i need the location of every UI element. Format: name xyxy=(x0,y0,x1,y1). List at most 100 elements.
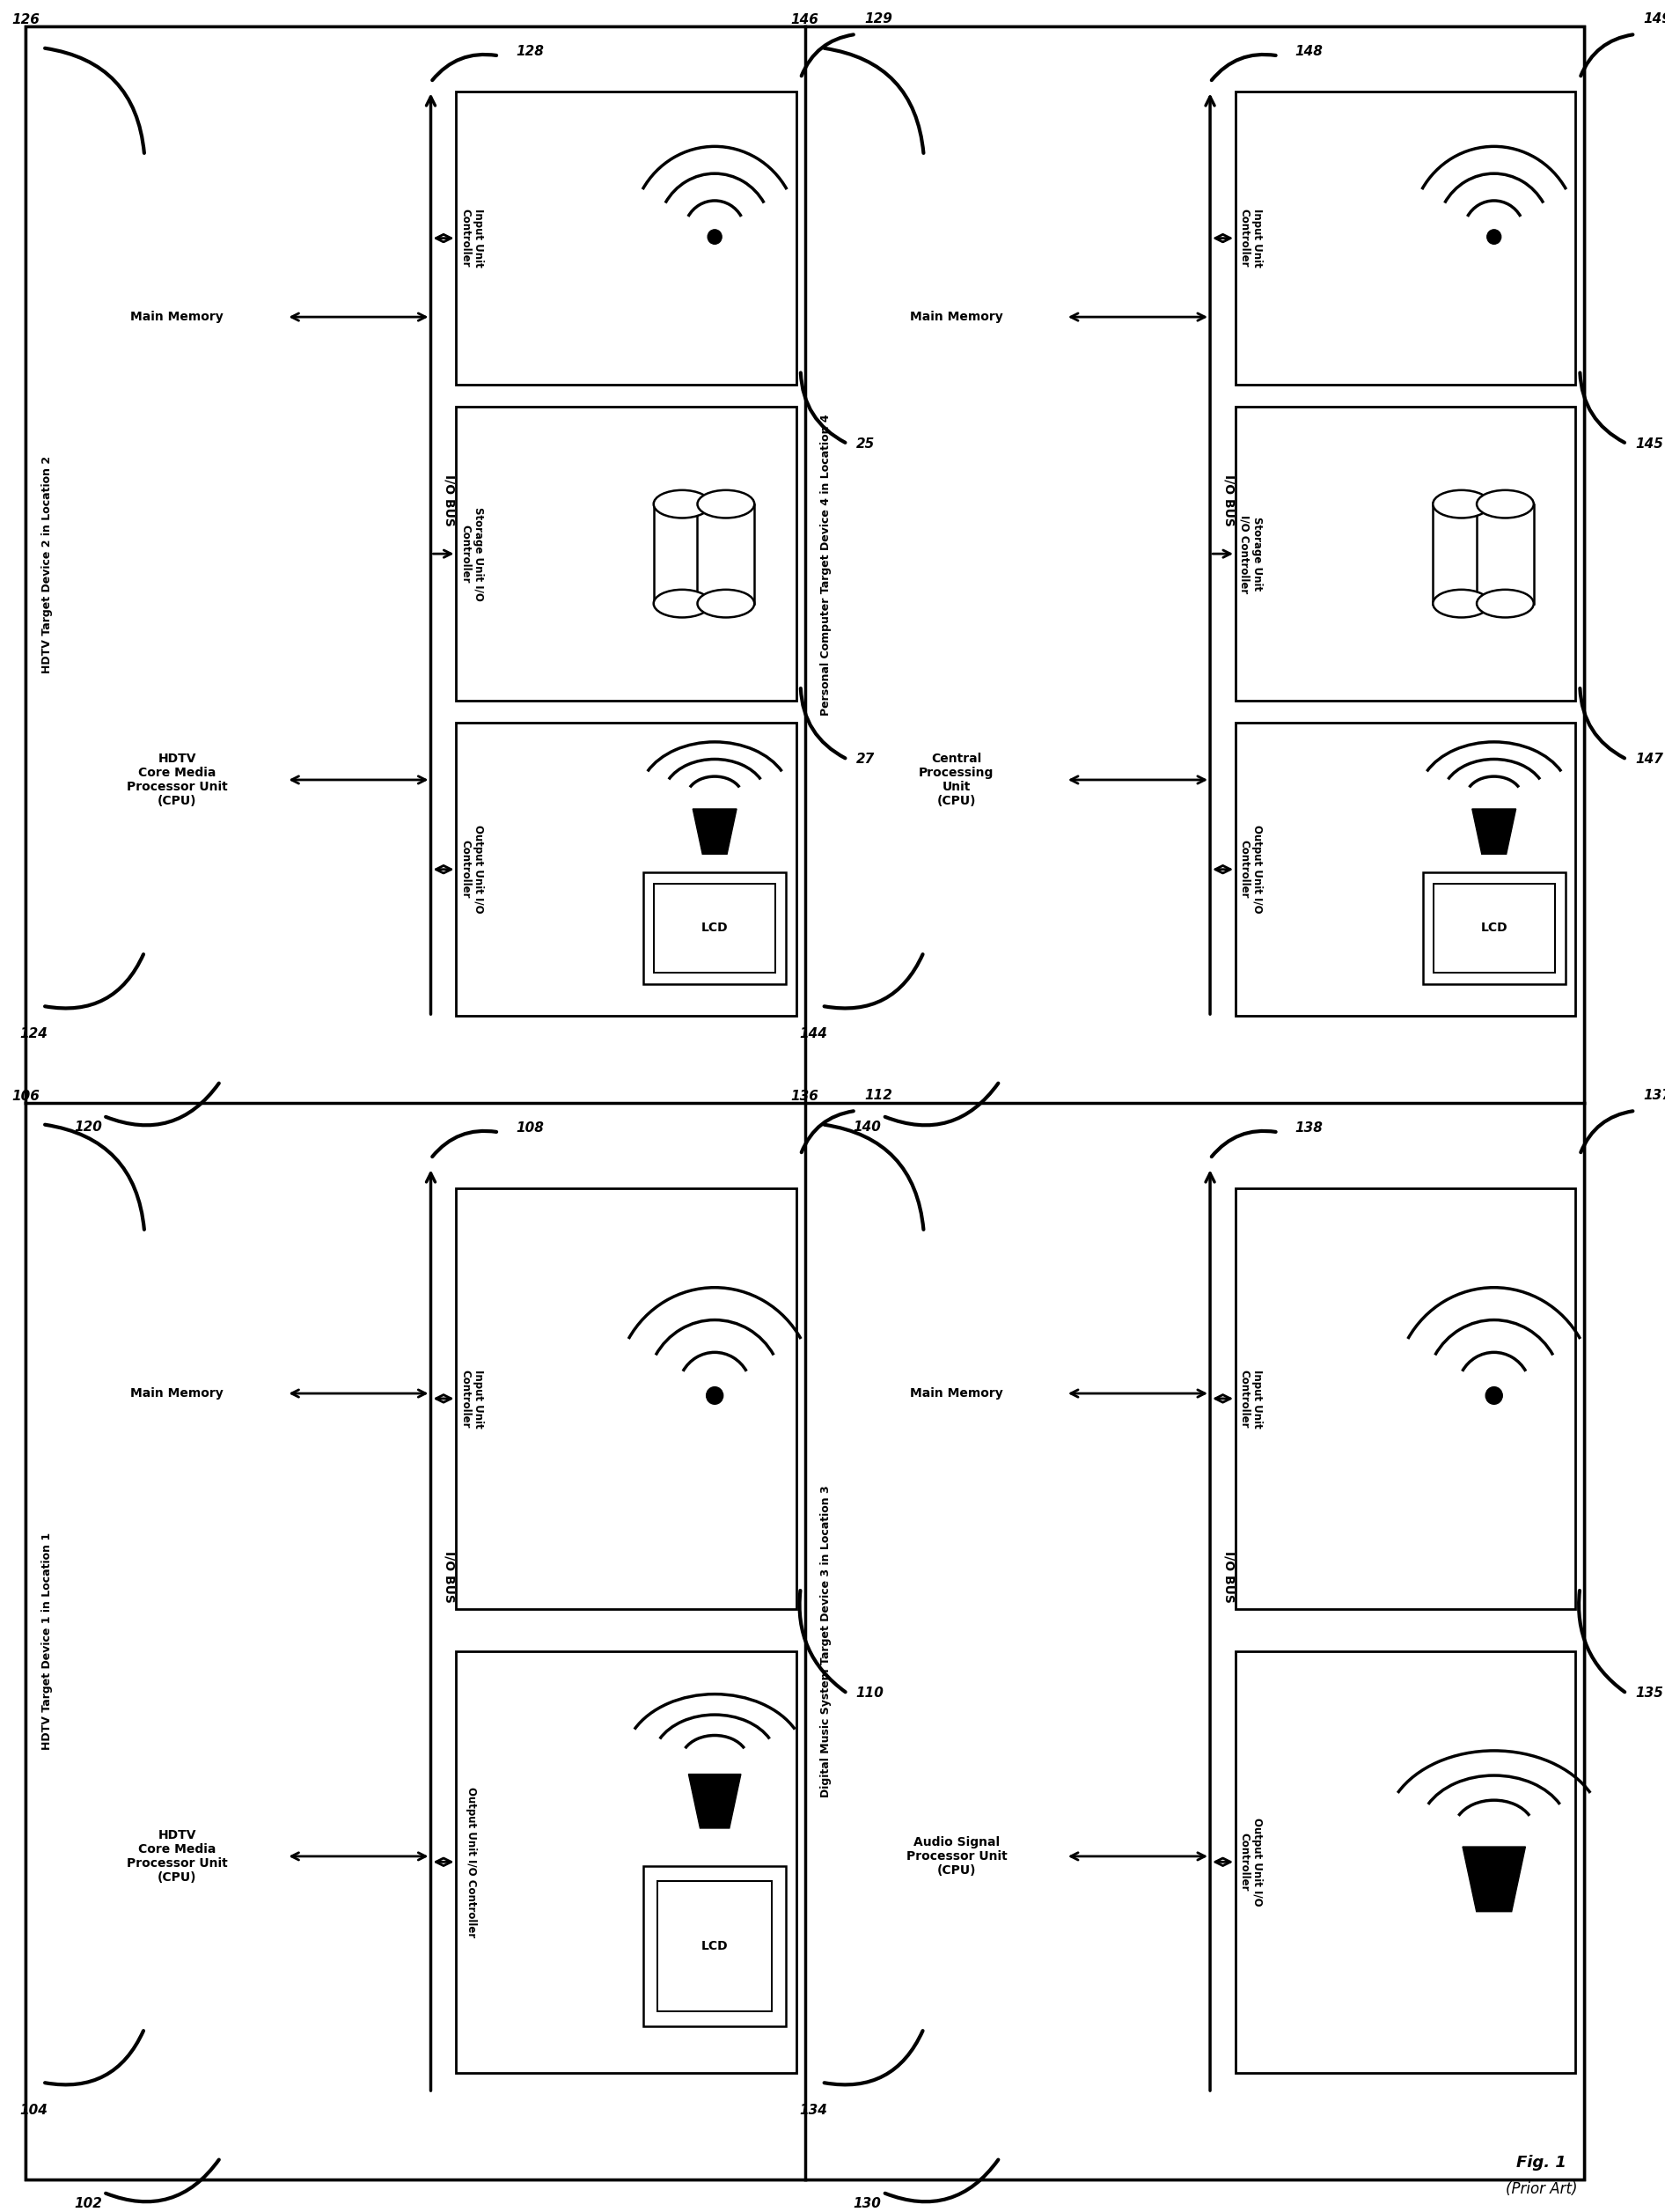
Bar xyxy=(847,1232,1066,1555)
Ellipse shape xyxy=(1434,491,1490,518)
Text: LCD: LCD xyxy=(1480,922,1507,933)
Bar xyxy=(804,27,1583,1104)
Text: 25: 25 xyxy=(856,438,874,451)
Ellipse shape xyxy=(698,591,754,617)
Text: I/O BUS: I/O BUS xyxy=(1222,473,1235,526)
Text: I/O BUS: I/O BUS xyxy=(443,473,456,526)
Ellipse shape xyxy=(1434,591,1490,617)
Bar xyxy=(1232,1146,1580,2115)
Text: I/O BUS: I/O BUS xyxy=(443,1551,456,1601)
Text: Input Unit
Controller: Input Unit Controller xyxy=(1239,208,1264,268)
Text: 136: 136 xyxy=(791,1091,819,1104)
Text: 147: 147 xyxy=(1635,752,1663,765)
Bar xyxy=(1235,1188,1575,1608)
Bar xyxy=(456,1652,796,2073)
Ellipse shape xyxy=(1477,491,1533,518)
Text: Main Memory: Main Memory xyxy=(911,312,1002,323)
Ellipse shape xyxy=(698,491,754,518)
Bar xyxy=(456,1188,796,1608)
Bar xyxy=(643,1867,786,2026)
Text: Storage Unit I/O
Controller: Storage Unit I/O Controller xyxy=(460,507,485,602)
Bar xyxy=(68,1683,286,2028)
Bar xyxy=(1235,91,1575,385)
Bar xyxy=(654,883,776,973)
Circle shape xyxy=(708,230,721,243)
Text: LCD: LCD xyxy=(701,1940,728,1953)
Text: Digital Music System Target Device 3 in Location 3: Digital Music System Target Device 3 in … xyxy=(821,1484,832,1796)
Text: Main Memory: Main Memory xyxy=(130,1387,223,1400)
Bar xyxy=(25,27,804,1104)
Text: Fig. 1: Fig. 1 xyxy=(1517,2154,1567,2170)
Bar xyxy=(847,1683,1066,2028)
Ellipse shape xyxy=(654,591,711,617)
Text: 102: 102 xyxy=(73,2197,102,2210)
Bar xyxy=(25,1104,804,2179)
Text: 124: 124 xyxy=(20,1026,48,1040)
Text: 112: 112 xyxy=(864,1088,892,1102)
Bar xyxy=(643,872,786,984)
Text: Input Unit
Controller: Input Unit Controller xyxy=(460,208,485,268)
Text: HDTV
Core Media
Processor Unit
(CPU): HDTV Core Media Processor Unit (CPU) xyxy=(127,1829,228,1885)
Text: 129: 129 xyxy=(864,13,892,27)
Text: 104: 104 xyxy=(20,2104,48,2117)
Bar xyxy=(68,608,286,951)
Text: Input Unit
Controller: Input Unit Controller xyxy=(460,1369,485,1429)
Text: 108: 108 xyxy=(516,1121,544,1135)
Bar xyxy=(654,504,711,604)
Polygon shape xyxy=(1472,810,1515,854)
Polygon shape xyxy=(1462,1847,1525,1911)
Polygon shape xyxy=(689,1774,741,1827)
Bar xyxy=(451,1146,801,2115)
Bar xyxy=(658,1880,773,2011)
Text: Input Unit
Controller: Input Unit Controller xyxy=(1239,1369,1264,1429)
Text: 126: 126 xyxy=(12,13,40,27)
Text: HDTV
Core Media
Processor Unit
(CPU): HDTV Core Media Processor Unit (CPU) xyxy=(127,752,228,807)
Text: 148: 148 xyxy=(1295,44,1324,58)
Bar xyxy=(68,1232,286,1555)
Bar xyxy=(456,91,796,385)
Text: HDTV Target Device 1 in Location 1: HDTV Target Device 1 in Location 1 xyxy=(42,1533,53,1750)
Text: Main Memory: Main Memory xyxy=(911,1387,1002,1400)
Text: Main Memory: Main Memory xyxy=(130,312,223,323)
Bar xyxy=(847,155,1066,478)
Text: Output Unit I/O
Controller: Output Unit I/O Controller xyxy=(1239,1818,1264,1907)
Text: LCD: LCD xyxy=(701,922,728,933)
Text: Audio Signal
Processor Unit
(CPU): Audio Signal Processor Unit (CPU) xyxy=(906,1836,1007,1876)
Text: Output Unit I/O Controller: Output Unit I/O Controller xyxy=(466,1787,478,1938)
Text: 128: 128 xyxy=(516,44,544,58)
Circle shape xyxy=(1487,230,1502,243)
Circle shape xyxy=(1485,1387,1502,1405)
Bar xyxy=(1477,504,1533,604)
Ellipse shape xyxy=(654,491,711,518)
Text: Output Unit I/O
Controller: Output Unit I/O Controller xyxy=(460,825,485,914)
Bar xyxy=(847,608,1066,951)
Text: Central
Processing
Unit
(CPU): Central Processing Unit (CPU) xyxy=(919,752,994,807)
Bar xyxy=(804,1104,1583,2179)
Bar xyxy=(1235,407,1575,701)
Text: 120: 120 xyxy=(73,1119,102,1133)
Text: 106: 106 xyxy=(12,1091,40,1104)
Bar xyxy=(1422,872,1565,984)
Bar xyxy=(1235,1652,1575,2073)
Bar xyxy=(698,504,754,604)
Bar xyxy=(1235,723,1575,1015)
Bar xyxy=(1232,69,1580,1037)
Text: 110: 110 xyxy=(856,1688,884,1701)
Text: 149: 149 xyxy=(1643,13,1665,27)
Text: 135: 135 xyxy=(1635,1688,1663,1701)
Text: 27: 27 xyxy=(856,752,874,765)
Bar xyxy=(68,155,286,478)
Text: 134: 134 xyxy=(799,2104,828,2117)
Text: 138: 138 xyxy=(1295,1121,1324,1135)
Text: Personal Computer Target Device 4 in Location 4: Personal Computer Target Device 4 in Loc… xyxy=(821,414,832,714)
Text: (Prior Art): (Prior Art) xyxy=(1505,2181,1577,2197)
Bar xyxy=(456,723,796,1015)
Bar xyxy=(456,407,796,701)
Text: I/O BUS: I/O BUS xyxy=(1222,1551,1235,1601)
Circle shape xyxy=(706,1387,723,1405)
Text: 144: 144 xyxy=(799,1026,828,1040)
Text: Storage Unit
I/O Controller: Storage Unit I/O Controller xyxy=(1239,515,1264,593)
Text: Output Unit I/O
Controller: Output Unit I/O Controller xyxy=(1239,825,1264,914)
Text: 140: 140 xyxy=(852,1119,881,1133)
Text: 146: 146 xyxy=(791,13,819,27)
